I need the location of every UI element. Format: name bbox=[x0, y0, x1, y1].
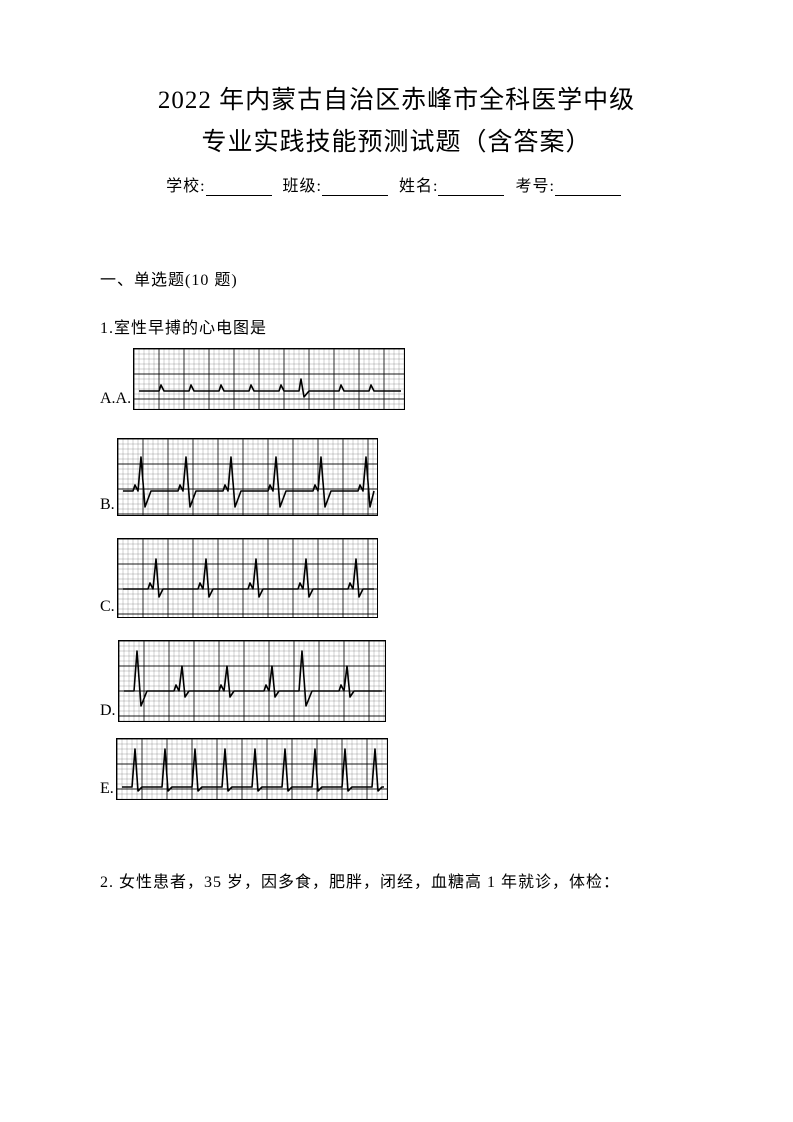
option-a-row: A.A. bbox=[100, 348, 693, 410]
option-c-row: C. bbox=[100, 538, 693, 618]
title-line-2: 专业实践技能预测试题（含答案） bbox=[100, 122, 693, 158]
ecg-strip-b bbox=[117, 438, 378, 516]
option-c-label: C. bbox=[100, 598, 115, 618]
ecg-strip-c bbox=[117, 538, 378, 618]
class-label: 班级: bbox=[283, 178, 322, 195]
question-2-text: 2. 女性患者，35 岁，因多食，肥胖，闭经，血糖高 1 年就诊，体检： bbox=[100, 870, 693, 896]
option-e-label: E. bbox=[100, 780, 114, 800]
examno-blank[interactable] bbox=[555, 180, 621, 196]
name-blank[interactable] bbox=[438, 180, 504, 196]
examno-label: 考号: bbox=[515, 178, 554, 195]
ecg-strip-d bbox=[118, 640, 386, 722]
question-1-text: 1.室性早搏的心电图是 bbox=[100, 314, 693, 338]
school-label: 学校: bbox=[166, 178, 205, 195]
student-info-row: 学校: 班级: 姓名: 考号: bbox=[100, 172, 693, 196]
name-label: 姓名: bbox=[399, 178, 438, 195]
school-blank[interactable] bbox=[206, 180, 272, 196]
option-e-row: E. bbox=[100, 738, 693, 800]
option-d-label: D. bbox=[100, 702, 116, 722]
option-a-label: A.A. bbox=[100, 390, 131, 410]
option-d-row: D. bbox=[100, 640, 693, 722]
option-b-label: B. bbox=[100, 496, 115, 516]
section-heading: 一、单选题(10 题) bbox=[100, 266, 693, 290]
ecg-strip-a bbox=[133, 348, 405, 410]
class-blank[interactable] bbox=[322, 180, 388, 196]
title-line-1: 2022 年内蒙古自治区赤峰市全科医学中级 bbox=[100, 80, 693, 116]
ecg-strip-e bbox=[116, 738, 388, 800]
option-b-row: B. bbox=[100, 438, 693, 516]
